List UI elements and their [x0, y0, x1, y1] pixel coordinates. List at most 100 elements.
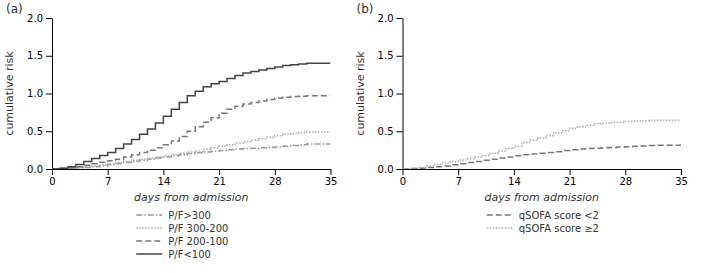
- x-tick-mark: [681, 169, 682, 175]
- y-tick-mark: [397, 94, 403, 95]
- y-tick-label: 1.5: [378, 50, 394, 61]
- y-tick-label: 0.0: [27, 164, 43, 175]
- y-tick-label: 0.5: [27, 126, 43, 137]
- y-tick: 0.5: [27, 126, 52, 137]
- panel-title: (a): [6, 2, 23, 16]
- legend-swatch: [136, 253, 162, 255]
- x-tick-mark: [108, 169, 109, 175]
- legend-label: P/F>300: [168, 210, 211, 221]
- legend-label: qSOFA score ≥2: [519, 223, 599, 234]
- x-tick-label: 28: [269, 176, 282, 187]
- y-tick-label: 0.5: [378, 126, 394, 137]
- y-tick-mark: [397, 169, 403, 170]
- legend-swatch: [136, 214, 162, 216]
- series-line: [52, 144, 331, 169]
- y-tick-mark: [397, 56, 403, 57]
- x-tick: 0: [49, 169, 55, 187]
- x-tick-label: 0: [49, 176, 55, 187]
- x-tick: 0: [400, 169, 406, 187]
- panel-title: (b): [357, 2, 374, 16]
- x-tick-mark: [570, 169, 571, 175]
- y-tick-label: 2.0: [378, 13, 394, 24]
- chart: 0 7 14 21 28 35 0.0 0.5 1.0 1.5 2.0 (a) days from ad…: [0, 0, 701, 273]
- lines: [403, 120, 682, 169]
- y-axis-line: [52, 19, 53, 170]
- x-tick: 28: [619, 169, 632, 187]
- legend-item: qSOFA score <2: [487, 210, 599, 221]
- x-tick: 7: [456, 169, 462, 187]
- x-tick-mark: [403, 169, 404, 175]
- x-axis-title: days from admission: [134, 191, 249, 204]
- legend: qSOFA score <2 qSOFA score ≥2: [487, 210, 599, 234]
- x-tick: 14: [508, 169, 521, 187]
- y-tick-mark: [46, 94, 52, 95]
- x-tick: 21: [564, 169, 577, 187]
- legend-label: P/F 300-200: [168, 223, 228, 234]
- y-tick-label: 1.5: [27, 50, 43, 61]
- x-tick-label: 14: [508, 176, 521, 187]
- plot-area: 0 7 14 21 28 35 0.0 0.5 1.0 1.5 2.0: [378, 13, 688, 187]
- x-axis: 0 7 14 21 28 35: [400, 169, 688, 187]
- y-tick-label: 1.0: [378, 88, 394, 99]
- x-tick: 35: [675, 169, 688, 187]
- y-tick: 1.0: [27, 88, 52, 99]
- y-tick-mark: [46, 56, 52, 57]
- x-tick-label: 0: [400, 176, 406, 187]
- x-tick: 14: [158, 169, 171, 187]
- y-tick: 1.5: [27, 50, 52, 61]
- x-axis: 0 7 14 21 28 35: [49, 169, 337, 187]
- y-tick-mark: [46, 18, 52, 19]
- y-axis-title: cumulative risk: [354, 51, 367, 136]
- x-tick-label: 21: [213, 176, 226, 187]
- x-tick: 35: [325, 169, 338, 187]
- series-line: [403, 145, 682, 169]
- x-tick-label: 21: [564, 176, 577, 187]
- x-axis-title: days from admission: [484, 191, 599, 204]
- legend-swatch: [136, 240, 162, 242]
- x-tick-mark: [275, 169, 276, 175]
- legend-item: P/F 200-100: [136, 236, 228, 247]
- x-tick-label: 35: [675, 176, 688, 187]
- legend-swatch: [487, 214, 513, 216]
- x-tick-label: 28: [619, 176, 632, 187]
- x-tick: 21: [213, 169, 226, 187]
- x-tick-label: 7: [105, 176, 111, 187]
- y-tick-mark: [46, 131, 52, 132]
- legend-swatch: [136, 227, 162, 229]
- x-tick-mark: [331, 169, 332, 175]
- y-tick: 2.0: [27, 13, 52, 24]
- x-tick-label: 14: [158, 176, 171, 187]
- y-axis: 0.0 0.5 1.0 1.5 2.0: [27, 13, 52, 175]
- legend-label: P/F<100: [168, 249, 211, 260]
- legend-item: P/F>300: [136, 210, 211, 221]
- y-tick: 0.0: [27, 164, 52, 175]
- x-tick-mark: [163, 169, 164, 175]
- legend-item: P/F<100: [136, 249, 211, 260]
- series-line: [403, 120, 682, 169]
- y-axis-title: cumulative risk: [3, 51, 16, 136]
- y-tick-mark: [46, 169, 52, 170]
- panel: 0 7 14 21 28 35 0.0 0.5 1.0 1.5 2.0 (a) days from ad…: [3, 2, 337, 260]
- y-tick: 2.0: [378, 13, 403, 24]
- y-tick-label: 1.0: [27, 88, 43, 99]
- x-tick-mark: [52, 169, 53, 175]
- legend-item: qSOFA score ≥2: [487, 223, 599, 234]
- y-tick-mark: [397, 18, 403, 19]
- x-tick-mark: [219, 169, 220, 175]
- x-tick: 7: [105, 169, 111, 187]
- y-axis-line: [403, 19, 404, 170]
- y-tick-mark: [397, 131, 403, 132]
- y-tick: 1.0: [378, 88, 403, 99]
- x-tick-mark: [458, 169, 459, 175]
- plot-area: 0 7 14 21 28 35 0.0 0.5 1.0 1.5 2.0: [27, 13, 337, 187]
- y-tick-label: 0.0: [378, 164, 394, 175]
- legend-item: P/F 300-200: [136, 223, 228, 234]
- legend-swatch: [487, 227, 513, 229]
- x-tick-label: 7: [456, 176, 462, 187]
- legend-label: qSOFA score <2: [519, 210, 599, 221]
- panel: 0 7 14 21 28 35 0.0 0.5 1.0 1.5 2.0 (b) days from ad…: [354, 2, 688, 234]
- legend-label: P/F 200-100: [168, 236, 228, 247]
- y-tick: 0.5: [378, 126, 403, 137]
- x-tick-label: 35: [325, 176, 338, 187]
- y-tick: 1.5: [378, 50, 403, 61]
